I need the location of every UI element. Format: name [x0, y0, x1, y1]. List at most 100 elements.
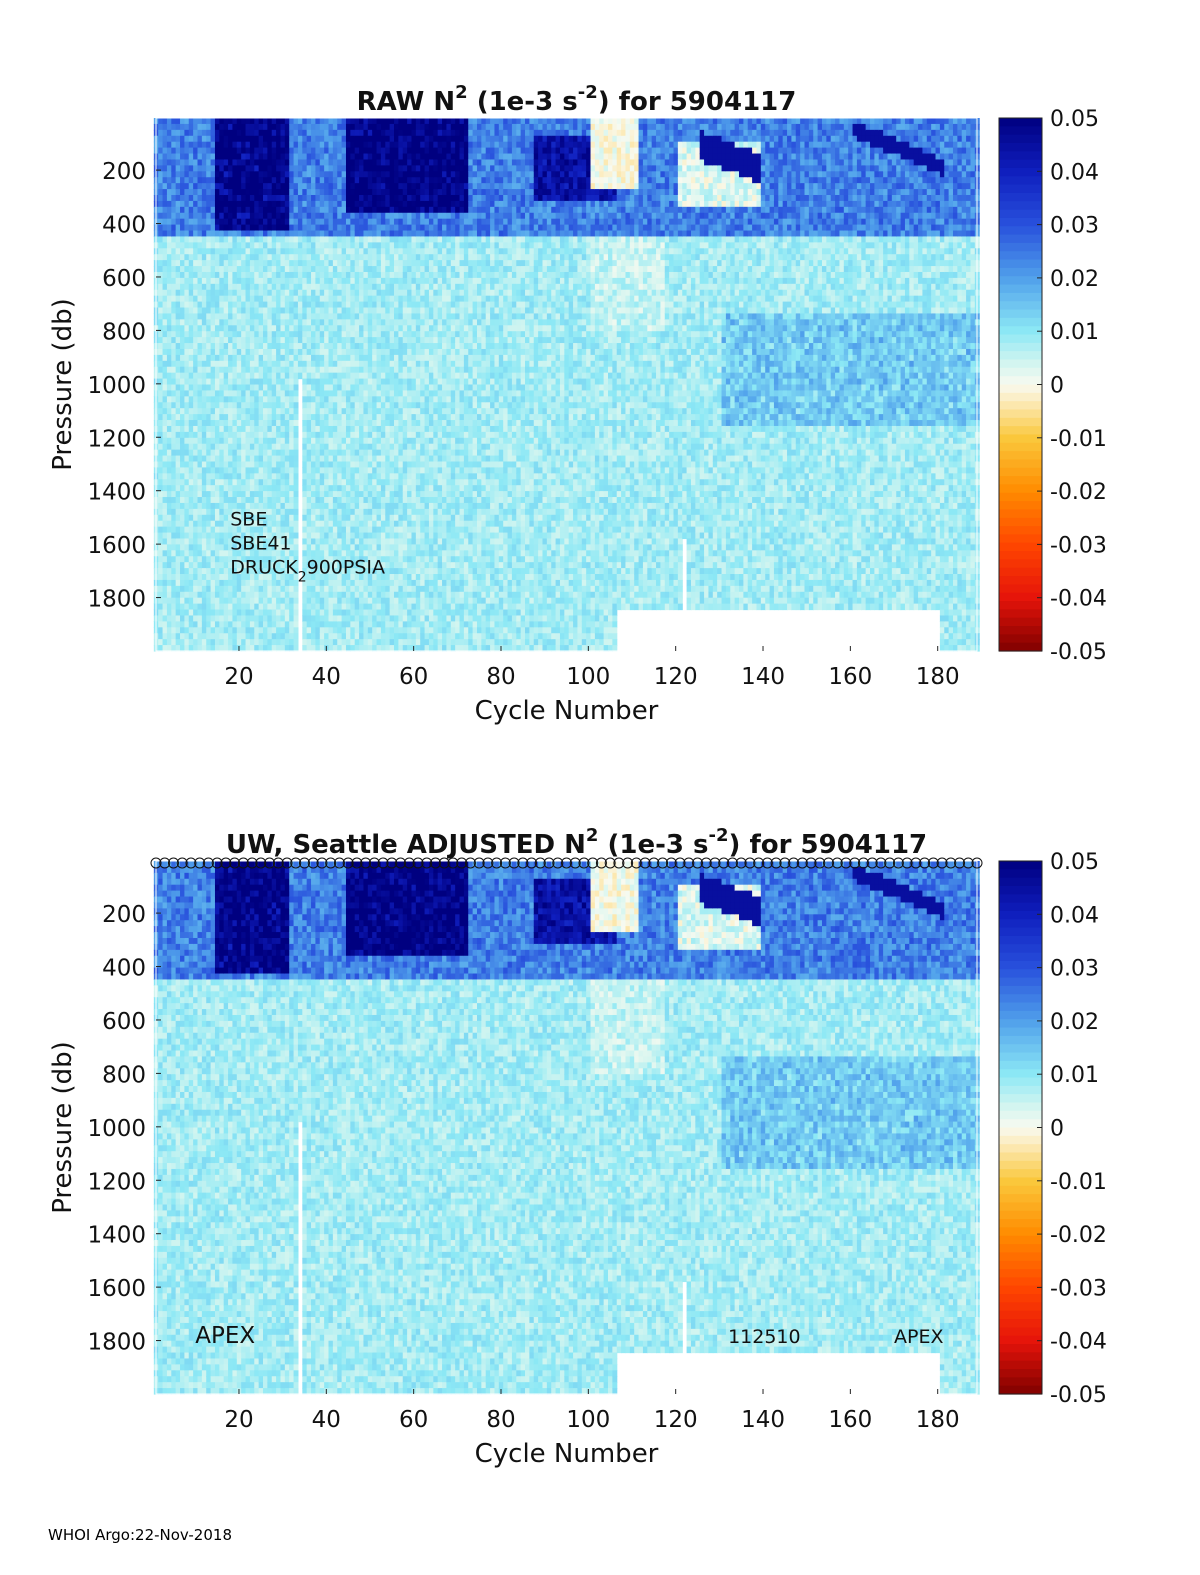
heatmap-cell — [372, 485, 378, 492]
heatmap-cell — [350, 366, 356, 374]
heatmap-cell — [184, 597, 190, 605]
heatmap-cell — [363, 366, 369, 374]
heatmap-cell — [293, 331, 299, 338]
heatmap-cell — [223, 283, 229, 291]
heatmap-cell — [354, 414, 360, 421]
heatmap-cell — [372, 396, 378, 403]
heatmap-cell — [201, 248, 207, 255]
heatmap-cell — [162, 645, 168, 652]
heatmap-cell — [302, 354, 308, 362]
heatmap-cell — [175, 372, 181, 380]
heatmap-cell — [258, 325, 264, 332]
heatmap-cell — [206, 378, 212, 386]
heatmap-cell — [311, 372, 316, 380]
heatmap-cell — [197, 277, 203, 285]
heatmap-cell — [223, 609, 229, 617]
heatmap-cell — [232, 455, 238, 463]
heatmap-cell — [201, 396, 207, 403]
heatmap-cell — [236, 129, 242, 137]
heatmap-cell — [332, 455, 338, 463]
heatmap-cell — [306, 313, 312, 320]
heatmap-cell — [184, 206, 190, 214]
heatmap-cell — [254, 568, 260, 575]
heatmap-cell — [263, 455, 268, 463]
heatmap-cell — [293, 491, 299, 498]
heatmap-cell — [228, 266, 234, 273]
heatmap-cell — [297, 147, 303, 155]
heatmap-cell — [302, 579, 308, 587]
heatmap-cell — [254, 550, 260, 557]
heatmap-cell — [332, 467, 338, 474]
heatmap-cell — [306, 189, 312, 196]
heatmap-cell — [363, 348, 369, 356]
heatmap-cell — [284, 621, 290, 628]
heatmap-cell — [258, 514, 264, 522]
heatmap-cell — [193, 212, 199, 220]
heatmap-cell — [271, 508, 277, 516]
heatmap-cell — [267, 147, 273, 155]
heatmap-cell — [367, 514, 373, 522]
heatmap-cell — [306, 597, 312, 605]
heatmap-cell — [232, 135, 238, 143]
heatmap-cell — [254, 171, 260, 178]
heatmap-cell — [311, 491, 316, 498]
heatmap-cell — [228, 254, 234, 261]
heatmap-cell — [180, 194, 185, 202]
heatmap-cell — [337, 550, 343, 557]
heatmap-cell — [337, 556, 343, 563]
heatmap-cell — [236, 443, 242, 451]
heatmap-cell — [359, 183, 365, 190]
heatmap-cell — [324, 491, 330, 498]
heatmap-cell — [363, 597, 369, 605]
heatmap-cell — [258, 384, 264, 392]
heatmap-cell — [228, 479, 234, 486]
heatmap-cell — [367, 550, 373, 557]
heatmap-cell — [171, 520, 177, 528]
heatmap-cell — [324, 621, 330, 628]
heatmap-cell — [184, 242, 190, 249]
heatmap-cell — [188, 153, 194, 161]
heatmap-cell — [223, 449, 229, 457]
heatmap-cell — [267, 135, 273, 143]
heatmap-cell — [158, 538, 164, 545]
heatmap-cell — [271, 260, 277, 267]
heatmap-cell — [201, 502, 207, 510]
heatmap-cell — [367, 532, 373, 540]
heatmap-cell — [306, 277, 312, 285]
heatmap-cell — [162, 135, 168, 143]
heatmap-cell — [389, 390, 395, 397]
heatmap-cell — [180, 514, 185, 522]
heatmap-cell — [249, 538, 255, 545]
heatmap-cell — [363, 135, 369, 143]
heatmap-cell — [166, 348, 172, 356]
heatmap-cell — [241, 538, 247, 545]
heatmap-cell — [223, 271, 229, 279]
heatmap-cell — [258, 532, 264, 540]
heatmap-cell — [324, 585, 330, 593]
heatmap-cell — [249, 360, 255, 368]
heatmap-cell — [293, 585, 299, 593]
heatmap-cell — [341, 461, 347, 469]
heatmap-cell — [354, 591, 360, 599]
heatmap-cell — [380, 639, 386, 646]
heatmap-cell — [166, 159, 172, 166]
heatmap-cell — [271, 224, 277, 232]
heatmap-cell — [389, 212, 395, 220]
heatmap-cell — [210, 615, 216, 622]
heatmap-cell — [193, 254, 199, 261]
heatmap-cell — [241, 544, 247, 551]
heatmap-cell — [245, 337, 251, 344]
heatmap-cell — [337, 153, 343, 161]
heatmap-cell — [223, 396, 229, 403]
heatmap-cell — [302, 420, 308, 427]
heatmap-cell — [245, 354, 251, 362]
heatmap-cell — [372, 408, 378, 415]
heatmap-cell — [162, 236, 168, 243]
heatmap-cell — [376, 129, 382, 137]
heatmap-cell — [319, 585, 325, 593]
heatmap-cell — [214, 348, 220, 356]
heatmap-cell — [385, 331, 391, 338]
heatmap-cell — [210, 645, 216, 652]
heatmap-cell — [345, 343, 351, 350]
heatmap-cell — [315, 639, 321, 646]
